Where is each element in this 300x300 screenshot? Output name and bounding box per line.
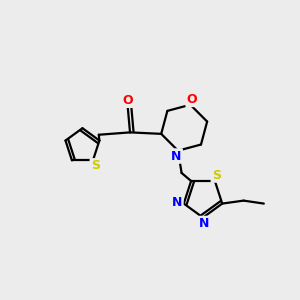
Text: N: N [171,149,182,163]
Text: O: O [187,93,197,106]
Text: N: N [199,217,210,230]
Text: S: S [212,169,221,182]
Text: S: S [91,159,100,172]
Text: O: O [122,94,133,107]
Text: N: N [172,196,182,209]
